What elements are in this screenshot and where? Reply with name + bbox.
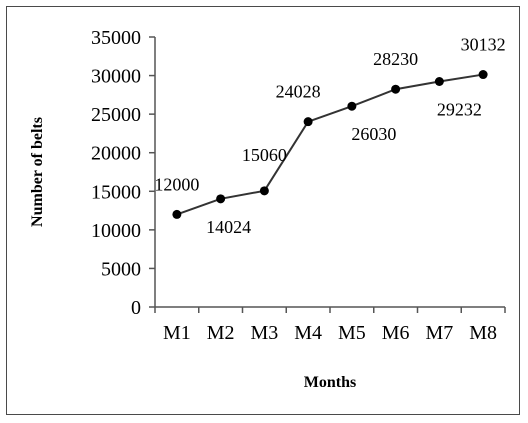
data-point xyxy=(478,70,488,80)
data-label: 14024 xyxy=(206,217,251,237)
y-tick-labels: 0 5000 10000 15000 20000 25000 30000 35000 xyxy=(91,27,141,319)
x-tick-label: M7 xyxy=(425,322,453,344)
data-label: 26030 xyxy=(351,124,396,144)
data-point xyxy=(303,117,313,127)
data-point xyxy=(347,101,357,111)
tick-marks xyxy=(149,36,506,313)
data-point xyxy=(259,186,269,196)
data-point xyxy=(216,194,226,204)
y-tick-label: 35000 xyxy=(91,27,141,49)
x-tick-label: M2 xyxy=(207,322,235,344)
data-point xyxy=(434,76,444,86)
data-label: 24028 xyxy=(276,82,321,102)
x-tick-label: M3 xyxy=(250,322,278,344)
series-belts xyxy=(172,70,488,219)
data-label: 28230 xyxy=(373,49,418,69)
x-tick-label: M4 xyxy=(294,322,322,344)
y-tick-label: 10000 xyxy=(91,220,141,242)
y-tick-label: 5000 xyxy=(101,258,141,280)
data-point xyxy=(391,84,401,94)
y-tick-label: 20000 xyxy=(91,143,141,165)
x-tick-labels: M1 M2 M3 M4 M5 M6 M7 M8 xyxy=(163,322,497,344)
y-tick-label: 15000 xyxy=(91,181,141,203)
x-tick-label: M6 xyxy=(382,322,410,344)
x-tick-label: M5 xyxy=(338,322,366,344)
data-labels: 12000 14024 15060 24028 26030 28230 29232 30132 xyxy=(154,35,505,237)
data-point xyxy=(172,209,182,219)
y-tick-label: 0 xyxy=(131,297,141,319)
y-tick-label: 25000 xyxy=(91,104,141,126)
x-tick-label: M1 xyxy=(163,322,191,344)
y-axis-title: Number of belts xyxy=(29,117,46,227)
y-tick-label: 30000 xyxy=(91,66,141,88)
data-label: 29232 xyxy=(437,99,482,119)
x-axis-title: Months xyxy=(304,374,356,391)
data-label: 12000 xyxy=(154,174,199,194)
data-label: 30132 xyxy=(461,35,506,55)
series-line xyxy=(176,73,484,216)
chart-frame xyxy=(6,6,520,415)
x-tick-label: M8 xyxy=(469,322,497,344)
data-label: 15060 xyxy=(242,145,287,165)
